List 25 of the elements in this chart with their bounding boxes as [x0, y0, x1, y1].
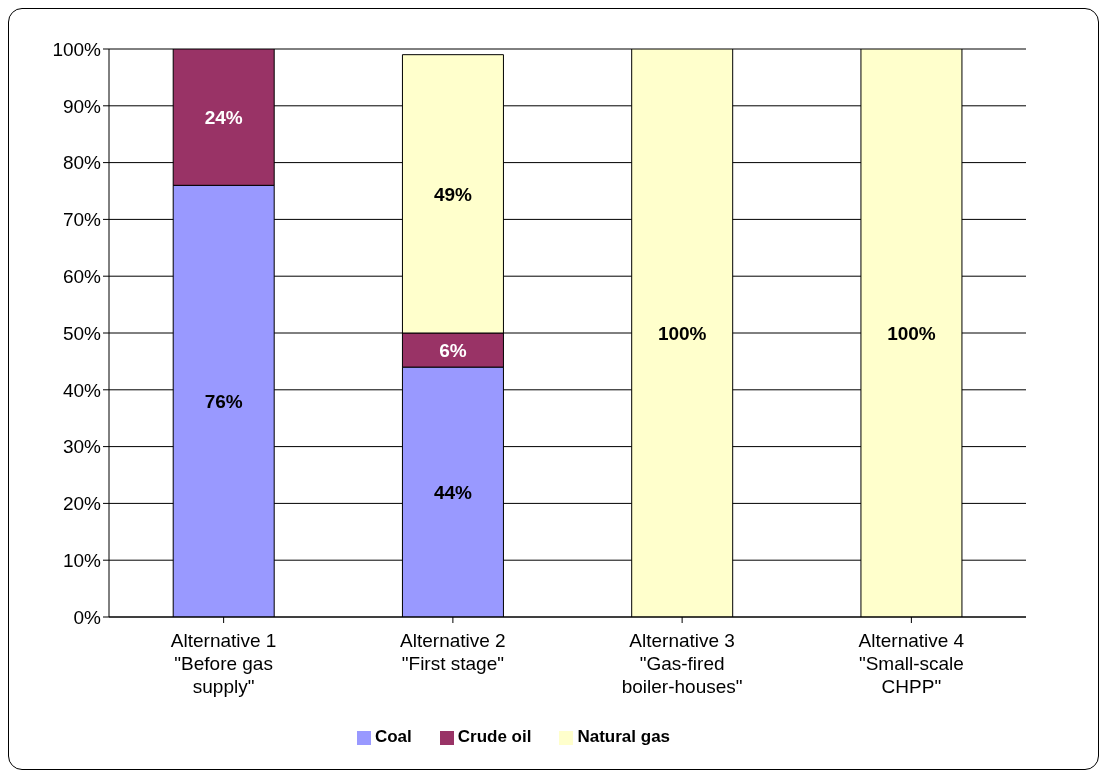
data-label: 100%: [657, 322, 707, 344]
y-tick-label: 40%: [62, 379, 102, 401]
data-label: 6%: [439, 339, 467, 361]
y-tick-label: 50%: [62, 322, 102, 344]
y-tick-label: 70%: [62, 209, 102, 231]
data-label: 44%: [433, 481, 473, 503]
data-label: 49%: [433, 183, 473, 205]
legend-label: Natural gas: [577, 727, 671, 746]
y-tick-label: 0%: [73, 606, 102, 628]
y-tick-label: 90%: [62, 95, 102, 117]
y-tick-label: 10%: [62, 549, 102, 571]
x-tick-label: Alternative 1 "Before gas supply": [170, 630, 277, 697]
data-label: 100%: [887, 322, 936, 344]
data-label: 76%: [204, 390, 243, 412]
y-tick-label: 80%: [62, 152, 102, 174]
y-tick-label: 30%: [62, 436, 102, 458]
x-tick-label: Alternative 3 "Gas-fired boiler-houses": [621, 630, 743, 697]
x-tick-label: Alternative 4 "Small-scale CHPP": [858, 630, 965, 697]
y-tick-label: 20%: [62, 493, 102, 515]
y-tick-label: 100%: [52, 38, 102, 60]
x-tick-label: Alternative 2 "First stage": [400, 630, 506, 674]
legend-label: Coal: [374, 727, 412, 746]
legend-label: Crude oil: [457, 727, 532, 746]
y-tick-label: 60%: [62, 265, 102, 287]
data-label: 24%: [204, 106, 243, 128]
